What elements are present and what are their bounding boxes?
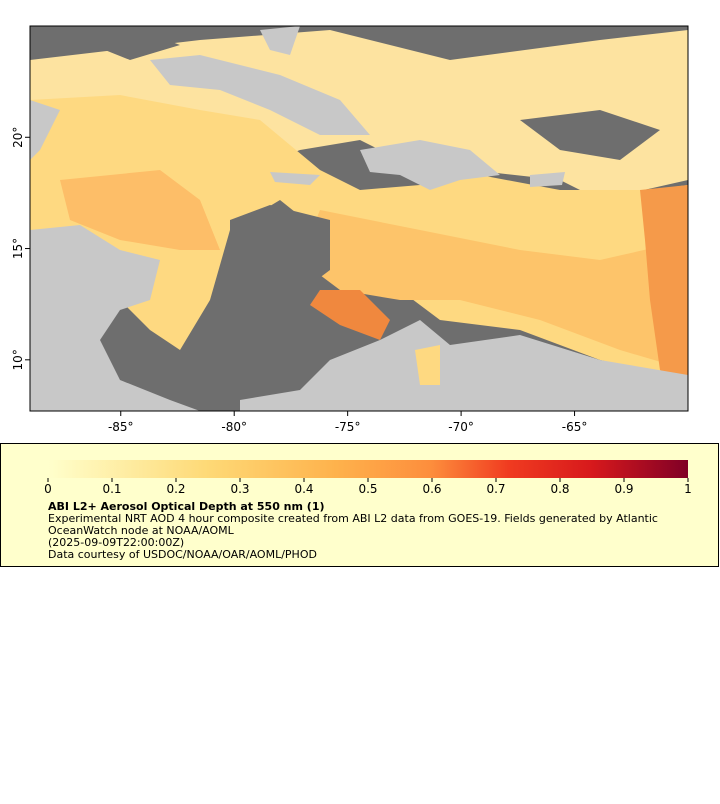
colorbar-tick-label: 0.3 <box>230 482 249 496</box>
legend-description: OceanWatch node at NOAA/AOML <box>48 524 235 537</box>
x-tick-label: -75° <box>335 420 361 434</box>
colorbar-tick-label: 0.9 <box>614 482 633 496</box>
legend-credit: Data courtesy of USDOC/NOAA/OAR/AOML/PHO… <box>48 548 317 561</box>
legend-description: Experimental NRT AOD 4 hour composite cr… <box>48 512 658 525</box>
x-tick-label: -85° <box>108 420 134 434</box>
map-frame <box>29 25 689 412</box>
x-tick-label: -80° <box>221 420 247 434</box>
colorbar <box>48 460 688 478</box>
y-tick-label: 15° <box>11 238 25 259</box>
colorbar-tick-label: 0.8 <box>550 482 569 496</box>
colorbar-tick-label: 0.7 <box>486 482 505 496</box>
map-image <box>30 26 688 411</box>
x-tick-label: -65° <box>562 420 588 434</box>
x-tick-label: -70° <box>448 420 474 434</box>
colorbar-tick-label: 0.4 <box>294 482 313 496</box>
legend-title: ABI L2+ Aerosol Optical Depth at 550 nm … <box>48 500 325 513</box>
y-tick-label: 20° <box>11 127 25 148</box>
colorbar-tick-label: 0.5 <box>358 482 377 496</box>
colorbar-tick-label: 1 <box>684 482 692 496</box>
y-tick-label: 10° <box>11 349 25 370</box>
legend-date: (2025-09-09T22:00:00Z) <box>48 536 184 549</box>
colorbar-tick-label: 0.6 <box>422 482 441 496</box>
colorbar-tick-label: 0.2 <box>166 482 185 496</box>
colorbar-tick-label: 0.1 <box>102 482 121 496</box>
colorbar-tick-label: 0 <box>44 482 52 496</box>
